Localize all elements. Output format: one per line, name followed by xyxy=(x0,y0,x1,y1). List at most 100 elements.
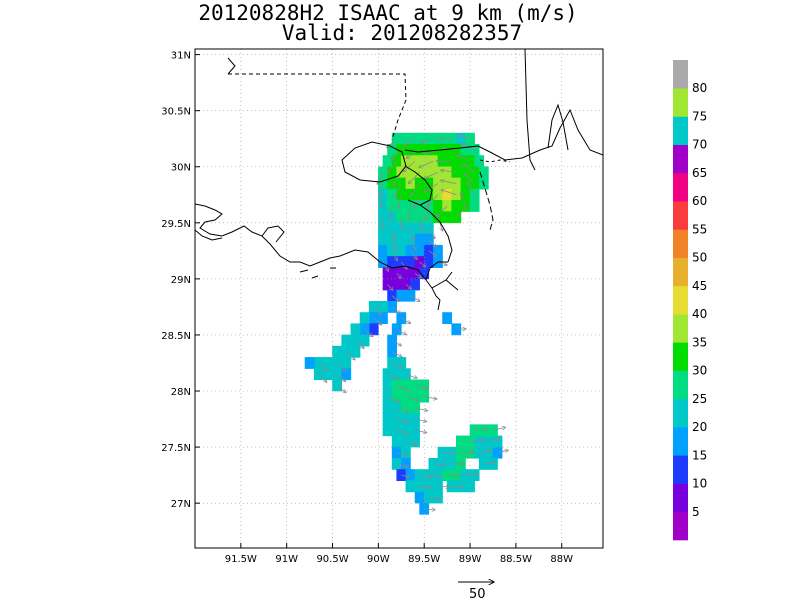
wind-vector xyxy=(364,329,373,336)
wind-cell xyxy=(400,424,411,437)
wind-vector xyxy=(318,373,327,382)
lon-tick-label: 89W xyxy=(459,554,482,565)
colorbar-swatch xyxy=(673,314,688,343)
wind-vector xyxy=(465,474,478,475)
wind-cell xyxy=(442,188,453,201)
wind-vector xyxy=(388,160,398,173)
wind-vector xyxy=(396,272,402,278)
wind-cell xyxy=(400,155,411,168)
wind-cell xyxy=(396,233,407,246)
vector-scale-label: 50 xyxy=(469,587,486,600)
wind-cell xyxy=(433,244,443,257)
wind-cell xyxy=(456,155,466,168)
vermilion-bay xyxy=(195,229,223,241)
lat-tick-label: 30.5N xyxy=(161,107,191,118)
wind-cell xyxy=(474,435,485,448)
wind-cell xyxy=(423,256,434,268)
wind-cell xyxy=(442,144,453,156)
wind-cell xyxy=(405,166,416,179)
wind-cell xyxy=(410,390,420,403)
wind-cell xyxy=(410,435,420,448)
wind-cell xyxy=(423,144,434,156)
wind-vector xyxy=(400,261,407,269)
coastline xyxy=(195,49,603,311)
wind-cell xyxy=(378,312,388,325)
wind-vector xyxy=(405,396,419,401)
wind-cell xyxy=(410,267,420,280)
wind-vector xyxy=(391,205,392,219)
wind-cell xyxy=(391,368,402,381)
wind-cell xyxy=(405,200,416,212)
wind-vector xyxy=(460,452,474,453)
wind-cell xyxy=(433,166,443,179)
atchafalaya-bay xyxy=(261,225,285,243)
wind-vector xyxy=(391,351,402,357)
wind-cell xyxy=(378,222,388,235)
state-border-la-north xyxy=(227,57,236,75)
wind-cell xyxy=(304,357,315,369)
wind-vector xyxy=(346,351,355,360)
ms-coast xyxy=(404,108,603,161)
wind-vector xyxy=(396,407,409,412)
wind-vector xyxy=(391,250,397,261)
wind-vector xyxy=(409,205,411,220)
wind-vector xyxy=(428,498,440,499)
wind-cell xyxy=(478,424,489,437)
wind-cell xyxy=(400,267,411,280)
mobile-bay xyxy=(547,103,569,151)
ms-sound-dash xyxy=(479,159,511,163)
wind-vector xyxy=(401,475,410,477)
state-border-ms-al xyxy=(524,49,536,171)
wind-cell xyxy=(382,379,393,392)
colorbar-label: 65 xyxy=(692,166,707,180)
wind-vector xyxy=(421,138,434,143)
wind-vector xyxy=(419,261,426,267)
wind-cell xyxy=(433,177,443,190)
wind-cell xyxy=(405,177,416,190)
wind-cell xyxy=(442,200,453,212)
wind-cell xyxy=(359,312,370,325)
wind-cell xyxy=(465,480,475,493)
wind-cell xyxy=(350,323,361,336)
wind-cell xyxy=(387,188,398,201)
wind-cell xyxy=(382,424,393,437)
wind-cell xyxy=(396,244,407,257)
wind-cell xyxy=(378,200,388,212)
wind-cell xyxy=(478,457,489,470)
colorbar-label: 20 xyxy=(692,420,707,434)
colorbar-label: 10 xyxy=(692,477,707,491)
lat-tick-label: 29.5N xyxy=(161,219,191,230)
colorbar-swatch xyxy=(673,257,688,287)
wind-vector xyxy=(424,396,437,399)
wind-cell xyxy=(382,401,393,414)
wind-cell xyxy=(414,491,425,504)
wind-vector xyxy=(492,427,506,431)
lon-tick-label: 90W xyxy=(367,554,390,565)
wind-cell xyxy=(387,211,398,224)
wind-vector xyxy=(441,180,457,184)
wind-vector xyxy=(391,228,395,240)
wind-cell xyxy=(387,200,398,212)
colorbar-label: 35 xyxy=(692,335,707,349)
wind-vector xyxy=(497,450,509,454)
wind-cell xyxy=(387,301,398,313)
wind-cell xyxy=(378,233,388,246)
wind-vector xyxy=(411,183,420,197)
wind-vector xyxy=(380,194,384,207)
wind-vector xyxy=(401,217,402,230)
wind-cell xyxy=(442,177,453,190)
wind-vector xyxy=(420,217,422,230)
wind-cell xyxy=(465,446,475,459)
lat-lon-grid xyxy=(195,49,603,548)
wind-cell xyxy=(382,155,393,168)
wind-cell xyxy=(442,166,453,179)
wind-cell xyxy=(396,256,407,268)
wind-vector xyxy=(474,429,488,431)
colorbar-label: 15 xyxy=(692,448,707,462)
wind-cell xyxy=(405,144,416,156)
wind-vectors xyxy=(318,135,509,510)
colorbar-label: 80 xyxy=(692,81,707,95)
wind-vector xyxy=(377,172,384,184)
terrebonne-islands xyxy=(299,267,336,279)
wind-cell xyxy=(391,390,402,403)
